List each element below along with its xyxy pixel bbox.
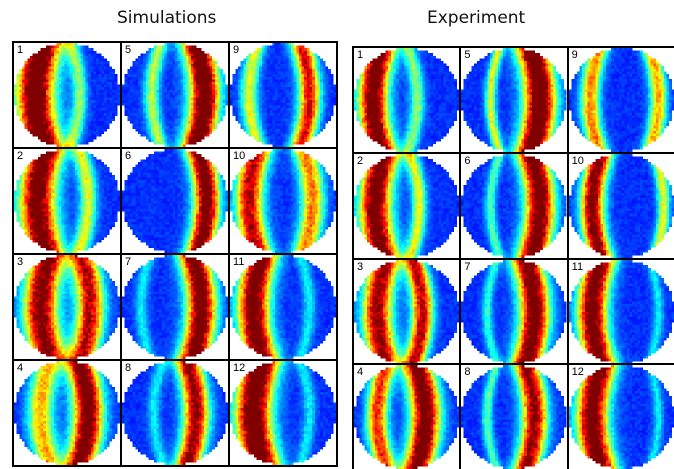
heatmap-disc	[14, 255, 120, 359]
heatmap-disc	[461, 365, 567, 469]
heatmap-disc	[568, 48, 674, 152]
simulations-title: Simulations	[117, 8, 216, 28]
heatmap-disc	[14, 43, 120, 147]
simulations-grid: 1 5 9 2 6 10 3 7 11 4 8 12	[12, 41, 338, 467]
heatmap-disc	[568, 259, 674, 364]
cell-number-label: 4	[17, 362, 23, 374]
cell-number-label: 8	[125, 362, 131, 374]
cell-number-label: 7	[464, 261, 470, 273]
simulations-cell-7: 7	[122, 255, 228, 359]
experiment-cell-4: 4	[354, 365, 460, 469]
heatmap-disc	[354, 48, 460, 152]
heatmap-disc	[230, 43, 336, 147]
cell-number-label: 10	[572, 155, 584, 167]
heatmap-disc	[354, 153, 460, 258]
heatmap-disc	[122, 361, 228, 465]
cell-number-label: 7	[125, 256, 131, 268]
simulations-cell-3: 3	[14, 255, 120, 359]
experiment-cell-10: 10	[568, 153, 674, 258]
cell-number-label: 9	[233, 44, 239, 56]
simulations-cell-6: 6	[122, 149, 228, 253]
cell-number-label: 1	[17, 44, 23, 56]
heatmap-disc	[461, 259, 567, 364]
heatmap-disc	[461, 153, 567, 258]
heatmap-disc	[568, 153, 674, 258]
cell-number-label: 6	[125, 150, 131, 162]
experiment-cell-8: 8	[461, 365, 567, 469]
cell-number-label: 9	[572, 49, 578, 61]
heatmap-disc	[230, 149, 336, 253]
experiment-cell-11: 11	[568, 259, 674, 364]
simulations-cell-4: 4	[14, 361, 120, 465]
cell-number-label: 8	[464, 366, 470, 378]
cell-number-label: 11	[572, 261, 583, 273]
cell-number-label: 12	[572, 366, 584, 378]
cell-number-label: 4	[357, 366, 363, 378]
simulations-cell-5: 5	[122, 43, 228, 147]
cell-number-label: 12	[233, 362, 245, 374]
simulations-cell-2: 2	[14, 149, 120, 253]
heatmap-disc	[230, 255, 336, 359]
simulations-cell-12: 12	[230, 361, 336, 465]
experiment-cell-9: 9	[568, 48, 674, 152]
heatmap-disc	[461, 48, 567, 152]
heatmap-disc	[230, 361, 336, 465]
cell-number-label: 10	[233, 150, 245, 162]
heatmap-disc	[354, 259, 460, 364]
experiment-cell-12: 12	[568, 365, 674, 469]
cell-number-label: 3	[357, 261, 363, 273]
cell-number-label: 3	[17, 256, 23, 268]
cell-number-label: 2	[357, 155, 363, 167]
simulations-cell-11: 11	[230, 255, 336, 359]
cell-number-label: 2	[17, 150, 23, 162]
heatmap-disc	[568, 365, 674, 469]
cell-number-label: 5	[464, 49, 470, 61]
simulations-cell-8: 8	[122, 361, 228, 465]
cell-number-label: 6	[464, 155, 470, 167]
simulations-cell-9: 9	[230, 43, 336, 147]
experiment-grid: 1 5 9 2 6 10 3 7 11 4 8 12	[352, 46, 674, 469]
experiment-cell-1: 1	[354, 48, 460, 152]
heatmap-disc	[122, 43, 228, 147]
cell-number-label: 5	[125, 44, 131, 56]
experiment-cell-7: 7	[461, 259, 567, 364]
experiment-cell-2: 2	[354, 153, 460, 258]
experiment-cell-5: 5	[461, 48, 567, 152]
heatmap-disc	[122, 149, 228, 253]
heatmap-disc	[354, 365, 460, 469]
cell-number-label: 11	[233, 256, 244, 268]
heatmap-disc	[14, 149, 120, 253]
simulations-cell-1: 1	[14, 43, 120, 147]
cell-number-label: 1	[357, 49, 363, 61]
heatmap-disc	[122, 255, 228, 359]
experiment-cell-3: 3	[354, 259, 460, 364]
heatmap-disc	[14, 361, 120, 465]
simulations-cell-10: 10	[230, 149, 336, 253]
experiment-title: Experiment	[427, 8, 525, 28]
experiment-cell-6: 6	[461, 153, 567, 258]
